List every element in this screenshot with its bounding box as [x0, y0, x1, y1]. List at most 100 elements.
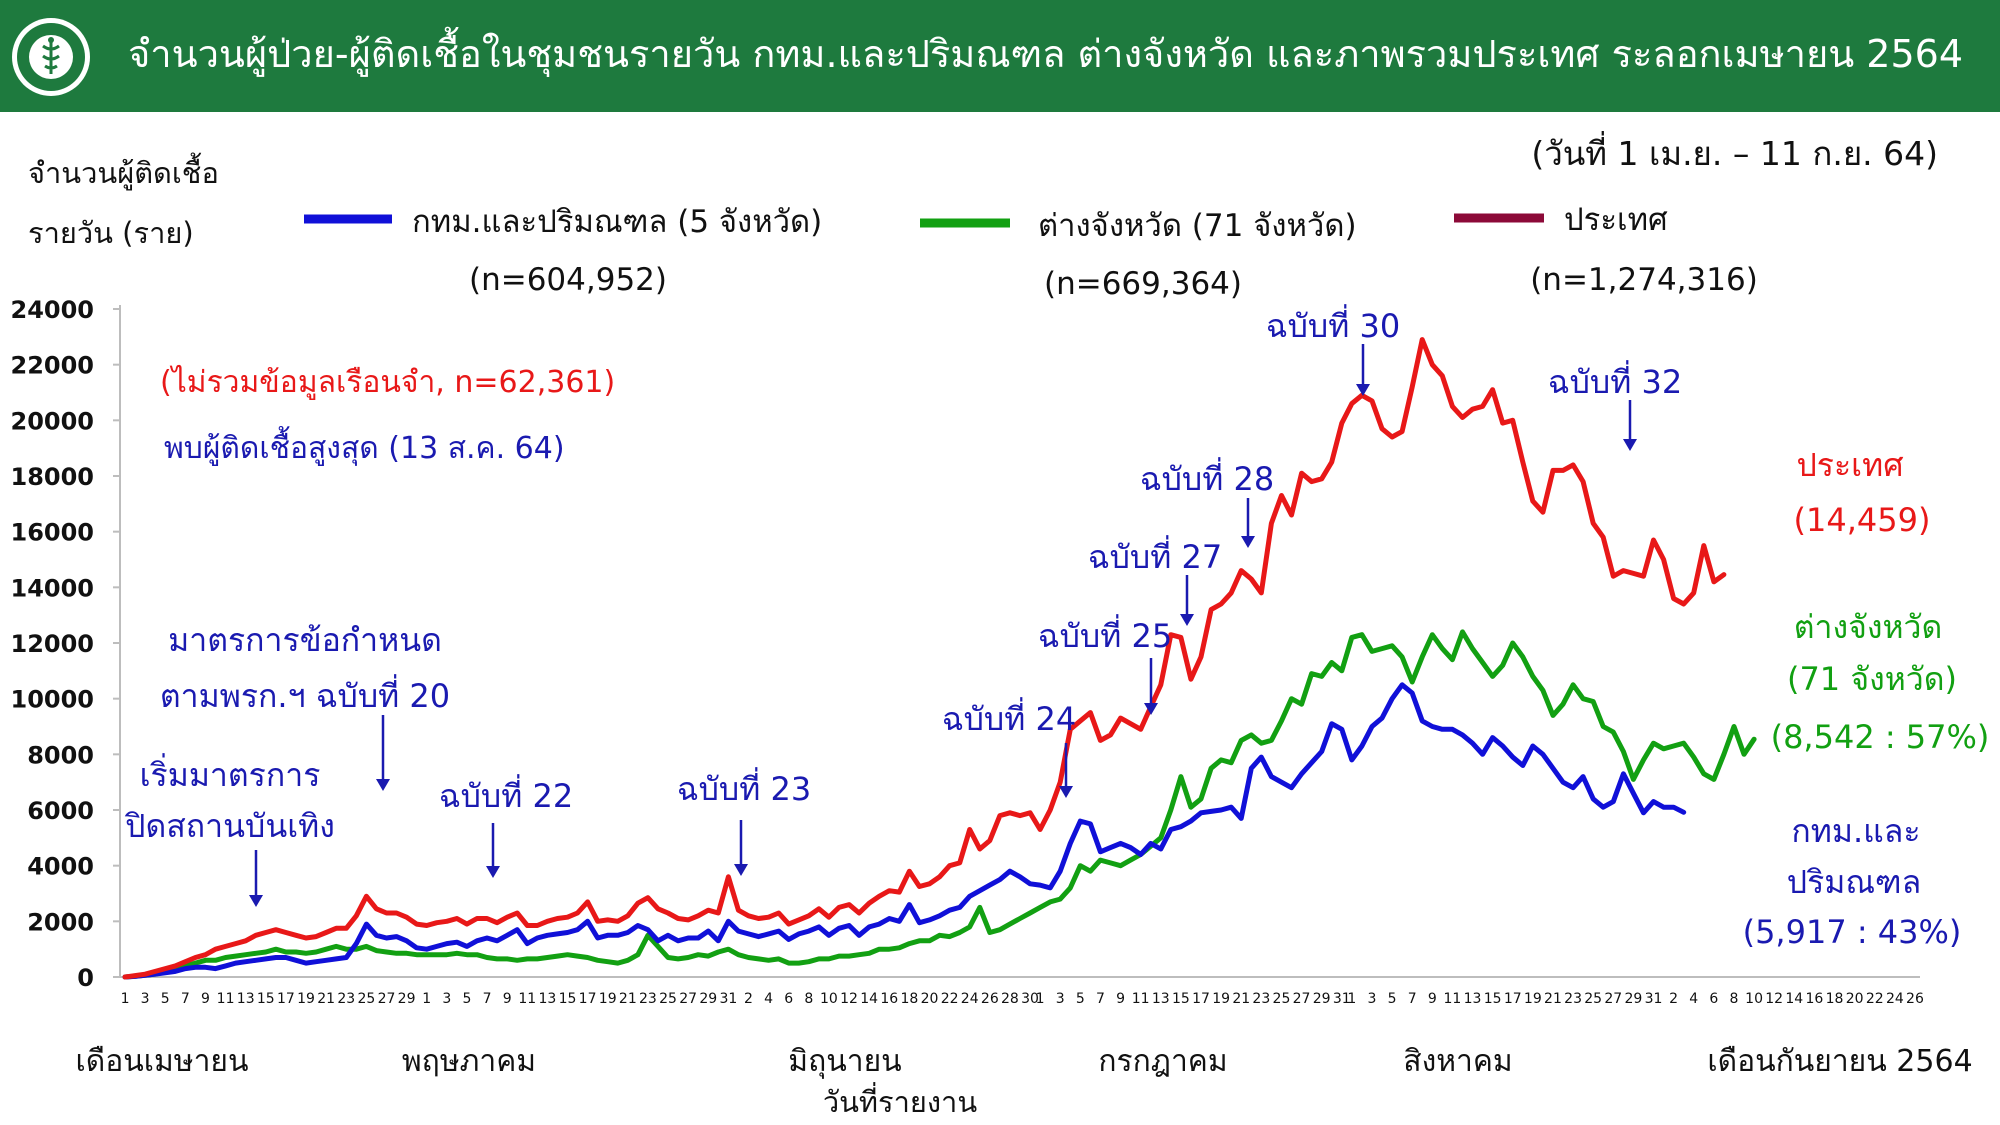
- x-tick-label: 1: [1036, 991, 1045, 1007]
- x-tick-label: 16: [1805, 991, 1823, 1007]
- x-tick-label: 29: [1624, 991, 1642, 1007]
- x-tick-label: 6: [1709, 991, 1718, 1007]
- annotation-arrowhead: [734, 864, 748, 876]
- x-tick-label: 5: [462, 991, 471, 1007]
- series-line-provinces: [122, 629, 1757, 980]
- x-tick-label: 19: [1524, 991, 1542, 1007]
- annotation-label: ตามพรก.ฯ ฉบับที่ 20: [160, 674, 450, 715]
- x-tick-label: 17: [1192, 991, 1210, 1007]
- x-tick-label: 24: [961, 991, 979, 1007]
- annotation-label: ฉบับที่ 24: [942, 697, 1076, 738]
- x-tick-label: 14: [1785, 991, 1803, 1007]
- x-tick-label: 18: [900, 991, 918, 1007]
- y-axis-ticks: 0 2000 4000 6000 8000 10000 12000 14000 16000 180…: [11, 296, 120, 992]
- end-label-prov-sub: (71 จังหวัด): [1787, 660, 1957, 698]
- annotation-label: มาตรการข้อกำหนด: [168, 621, 442, 659]
- x-tick-label: 25: [659, 991, 677, 1007]
- month-label: กรกฎาคม: [1098, 1044, 1227, 1079]
- x-tick-label: 13: [237, 991, 255, 1007]
- annotation-label: เริ่มมาตรการ: [140, 753, 321, 794]
- x-tick-label: 31: [719, 991, 737, 1007]
- y-tick-label: 8000: [27, 741, 94, 769]
- legend-n-bkk: (n=604,952): [469, 262, 667, 298]
- annotation-label: ฉบับที่ 28: [1140, 457, 1274, 498]
- y-tick-label: 14000: [11, 574, 95, 602]
- legend-label-country: ประเทศ: [1564, 202, 1668, 238]
- x-tick-label: 26: [981, 991, 999, 1007]
- end-label-bkk-sub: ปริมณฑล: [1787, 863, 1921, 901]
- legend-label-bkk: กทม.และปริมณฑล (5 จังหวัด): [412, 204, 822, 240]
- x-tick-label: 20: [921, 991, 939, 1007]
- x-tick-label: 12: [840, 991, 858, 1007]
- x-axis-ticks: 1 3 5 7 9 11 13 15 17 19 21 23 25 27 29 1 3 5 7 9 11 13 15 17 19…: [121, 991, 1924, 1007]
- x-tick-label: 21: [1232, 991, 1250, 1007]
- x-tick-label: 12: [1765, 991, 1783, 1007]
- x-tick-label: 14: [860, 991, 878, 1007]
- x-tick-label: 22: [941, 991, 959, 1007]
- annotation-arrowhead: [376, 779, 390, 791]
- month-labels: เดือนเมษายน พฤษภาคม มิถุนายน กรกฎาคม สิงหาคม…: [76, 1044, 1973, 1080]
- y-tick-label: 16000: [11, 519, 95, 547]
- x-tick-label: 2: [1669, 991, 1678, 1007]
- y-tick-label: 24000: [11, 296, 95, 324]
- x-tick-label: 29: [699, 991, 717, 1007]
- note-peak: พบผู้ติดเชื้อสูงสุด (13 ส.ค. 64): [164, 426, 565, 467]
- x-tick-label: 5: [161, 991, 170, 1007]
- y-tick-label: 2000: [27, 908, 94, 936]
- series-line-bkk: [122, 682, 1687, 980]
- legend-n-country: (n=1,274,316): [1530, 262, 1758, 298]
- x-tick-label: 11: [518, 991, 536, 1007]
- end-label-country-value: (14,459): [1794, 501, 1931, 539]
- annotation-arrowhead: [1180, 614, 1194, 626]
- y-axis-label-line1: จำนวนผู้ติดเชื้อ: [28, 152, 219, 191]
- x-axis-label: วันที่รายงาน: [823, 1082, 978, 1119]
- annotation-label: ฉบับที่ 27: [1088, 535, 1222, 576]
- y-tick-label: 22000: [11, 352, 95, 380]
- y-tick-label: 20000: [11, 407, 95, 435]
- annotation-arrowhead: [1144, 703, 1158, 715]
- x-tick-label: 31: [1333, 991, 1351, 1007]
- x-tick-label: 22: [1866, 991, 1884, 1007]
- annotation-label: ฉบับที่ 22: [439, 774, 573, 815]
- annotation-label: ฉบับที่ 25: [1038, 614, 1172, 655]
- note-prison: (ไม่รวมข้อมูลเรือนจำ, n=62,361): [160, 364, 615, 400]
- x-tick-label: 11: [1132, 991, 1150, 1007]
- end-label-prov-value: (8,542 : 57%): [1771, 718, 1990, 756]
- month-label: เดือนกันยายน 2564: [1707, 1044, 1972, 1079]
- x-tick-label: 25: [1584, 991, 1602, 1007]
- y-tick-label: 0: [77, 964, 94, 992]
- x-tick-label: 15: [257, 991, 275, 1007]
- x-tick-label: 21: [619, 991, 637, 1007]
- y-tick-label: 10000: [11, 686, 95, 714]
- annotation-label: ฉบับที่ 32: [1548, 360, 1682, 401]
- x-tick-label: 4: [764, 991, 773, 1007]
- annotation-arrowhead: [486, 866, 500, 878]
- x-tick-label: 25: [1273, 991, 1291, 1007]
- x-tick-label: 5: [1388, 991, 1397, 1007]
- x-tick-label: 13: [538, 991, 556, 1007]
- x-tick-label: 8: [804, 991, 813, 1007]
- y-tick-label: 12000: [11, 630, 95, 658]
- x-tick-label: 28: [1001, 991, 1019, 1007]
- x-tick-label: 8: [1730, 991, 1739, 1007]
- x-tick-label: 17: [1504, 991, 1522, 1007]
- header-bar: จำนวนผู้ป่วย-ผู้ติดเชื้อในชุมชนรายวัน กท…: [0, 0, 2000, 112]
- chart-date-range: (วันที่ 1 เม.ย. – 11 ก.ย. 64): [1531, 131, 1938, 173]
- x-tick-label: 5: [1076, 991, 1085, 1007]
- x-tick-label: 20: [1846, 991, 1864, 1007]
- end-label-bkk-name: กทม.และ: [1791, 812, 1920, 850]
- x-tick-label: 15: [1172, 991, 1190, 1007]
- legend-label-provinces: ต่างจังหวัด (71 จังหวัด): [1038, 208, 1357, 244]
- annotation-label: ฉบับที่ 30: [1266, 304, 1400, 345]
- x-tick-label: 29: [398, 991, 416, 1007]
- annotation-arrowhead: [249, 895, 263, 907]
- x-tick-label: 26: [1906, 991, 1924, 1007]
- x-tick-label: 7: [483, 991, 492, 1007]
- x-tick-label: 3: [442, 991, 451, 1007]
- x-tick-label: 27: [378, 991, 396, 1007]
- annotation-arrowhead: [1059, 786, 1073, 798]
- x-tick-label: 29: [1313, 991, 1331, 1007]
- y-tick-label: 18000: [11, 463, 95, 491]
- x-tick-label: 7: [1408, 991, 1417, 1007]
